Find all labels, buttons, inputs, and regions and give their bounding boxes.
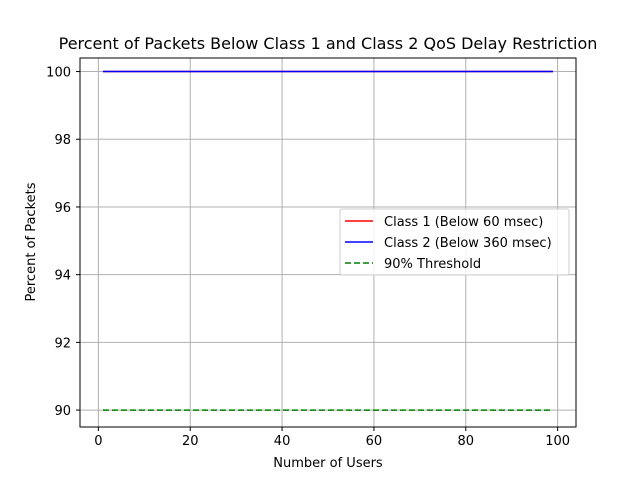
y-tick-label: 98 [54, 133, 71, 148]
y-tick-label: 92 [54, 336, 71, 351]
y-tick-label: 100 [46, 66, 71, 81]
plot-area-frame [79, 57, 577, 428]
legend-label-3: 90% Threshold [384, 257, 481, 272]
x-tick-label: 80 [458, 434, 475, 449]
y-tick-label: 96 [54, 201, 71, 216]
y-axis-title: Percent of Packets [24, 182, 39, 301]
series-lines [102, 70, 554, 411]
legend-label-1: Class 1 (Below 60 msec) [384, 215, 543, 230]
chart-title: Percent of Packets Below Class 1 and Cla… [59, 34, 598, 53]
legend-box [339, 208, 570, 276]
y-tick-label: 90 [54, 404, 71, 419]
x-tick-label: 60 [366, 434, 383, 449]
x-tick-label: 40 [274, 434, 291, 449]
legend-label-2: Class 2 (Below 360 msec) [384, 236, 552, 251]
legend: Class 1 (Below 60 msec) Class 2 (Below 36… [339, 208, 570, 276]
x-tick-label: 100 [545, 434, 570, 449]
axis-ticks: 0 20 40 60 80 100 90 92 94 96 98 100 [46, 66, 570, 449]
x-tick-label: 20 [182, 434, 199, 449]
x-axis-title: Number of Users [273, 456, 383, 471]
x-tick-label: 0 [94, 434, 102, 449]
y-tick-label: 94 [54, 269, 71, 284]
grid [80, 58, 576, 427]
